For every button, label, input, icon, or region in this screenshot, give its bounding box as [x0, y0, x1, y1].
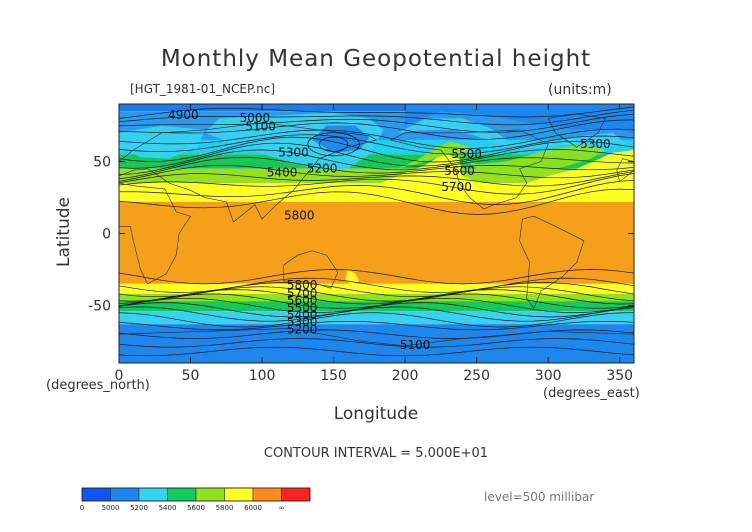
field-pacific-ridge [362, 150, 634, 202]
legend-swatch [195, 487, 225, 502]
contour-line [119, 170, 634, 187]
legend-swatch [224, 487, 254, 502]
legend-label: 5200 [130, 504, 148, 512]
contour-line [119, 188, 634, 215]
contour-line [119, 128, 634, 149]
contour-line [119, 136, 634, 163]
chart-title: Monthly Mean Geopotential height [160, 46, 592, 72]
contour-line [119, 173, 634, 195]
contour-label: 5500 [287, 301, 318, 315]
x-tick-label: 300 [535, 368, 562, 384]
contour-line [119, 157, 634, 180]
coastline-europe-west [616, 158, 634, 183]
contour-line [119, 164, 634, 182]
legend-label: 5400 [159, 504, 177, 512]
legend-swatch [167, 487, 197, 502]
file-label: [HGT_1981-01_NCEP.nc] [130, 82, 276, 96]
coastline-australia [283, 250, 339, 289]
coastline-eurasia [119, 122, 378, 223]
contour-label: 5600 [444, 164, 475, 178]
contour-line [119, 293, 634, 309]
x-tick-label: 50 [182, 368, 200, 384]
x-tick-label: 350 [606, 368, 633, 384]
legend-label: ∞ [279, 504, 285, 512]
contour-label: 5100 [400, 338, 431, 352]
contour-line [119, 346, 634, 357]
contour-line [119, 106, 634, 119]
color-band-10 [119, 311, 634, 325]
level-label: level=500 millibar [484, 490, 595, 504]
coastline-north-america [389, 129, 549, 210]
y-tick-label: -50 [88, 298, 111, 314]
legend-label: 6000 [244, 504, 262, 512]
x-tick-label: 200 [392, 368, 419, 384]
contour-label: 5000 [240, 111, 271, 125]
y-axis-unit: (degrees_north) [46, 378, 150, 393]
color-band-11 [119, 324, 634, 363]
contour-line [119, 142, 634, 169]
contour-line [119, 289, 634, 305]
contour-label: 5300 [287, 315, 318, 329]
color-band-0 [119, 104, 634, 112]
contour-label: 5200 [307, 161, 338, 175]
legend-label: 5600 [187, 504, 205, 512]
contour-label: 5300 [580, 137, 611, 151]
legend-label: 5000 [102, 504, 120, 512]
legend-swatch [252, 487, 282, 502]
legend-swatch [81, 487, 111, 502]
contour-label: 5300 [278, 145, 309, 159]
x-tick-label: 100 [249, 368, 276, 384]
contour-line [119, 109, 634, 126]
y-tick-label: 0 [102, 227, 111, 243]
x-tick-label: 0 [115, 368, 124, 384]
contour-label: 5600 [287, 294, 318, 308]
contour-closed-1 [318, 136, 349, 152]
contour-line [119, 269, 634, 285]
legend-label: 0 [80, 504, 84, 512]
color-band-7 [119, 283, 634, 294]
coastline-south-america [519, 215, 585, 309]
x-axis-unit: (degrees_east) [543, 386, 640, 401]
contour-line [119, 320, 634, 331]
contour-label: 5400 [287, 308, 318, 322]
legend-frame [81, 487, 311, 502]
coastline-antarctica [119, 328, 634, 363]
contour-label: 5100 [245, 120, 276, 134]
x-tick-label: 250 [463, 368, 490, 384]
contour-line [119, 114, 634, 133]
contour-label: 5500 [451, 147, 482, 161]
contour-label: 4900 [168, 108, 199, 122]
color-band-8 [119, 293, 634, 302]
contour-line [119, 306, 634, 322]
contour-line [119, 338, 634, 348]
contour-line [119, 134, 634, 155]
contour-label: 5200 [287, 322, 318, 336]
contour-label: 5400 [267, 166, 298, 180]
coastline-greenland [547, 113, 606, 148]
color-band-6 [119, 201, 634, 284]
contour-label: 5800 [284, 209, 315, 223]
y-tick-label: 50 [93, 155, 111, 171]
contour-label: 5700 [441, 180, 472, 194]
contour-label: 5800 [287, 278, 318, 292]
contour-line [119, 312, 634, 328]
x-tick-label: 150 [320, 368, 347, 384]
contour-line [119, 286, 634, 302]
coastline-africa [119, 182, 192, 285]
x-axis-label: Longitude [333, 404, 419, 424]
contour-interval: CONTOUR INTERVAL = 5.000E+01 [263, 446, 489, 461]
units-label: (units:m) [548, 82, 612, 98]
contour-line [119, 179, 634, 205]
contour-line [119, 119, 634, 140]
field-pacific-green [397, 141, 606, 176]
contour-line [119, 302, 634, 318]
legend-swatch [281, 487, 311, 502]
contour-label: 5700 [287, 286, 318, 300]
legend-label: 5800 [216, 504, 234, 512]
legend-swatch [110, 487, 140, 502]
legend-swatch [138, 487, 168, 502]
contour-line [119, 149, 634, 175]
